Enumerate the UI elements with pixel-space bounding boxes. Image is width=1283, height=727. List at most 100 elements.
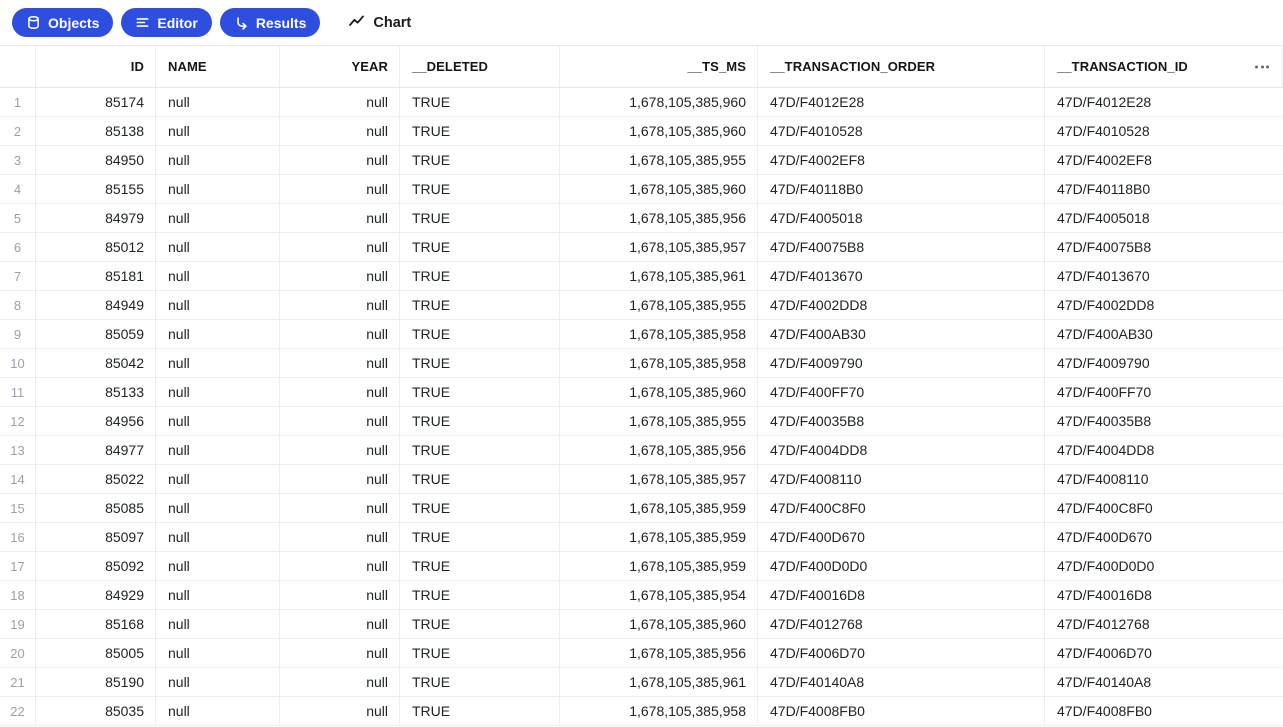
cell-name[interactable]: null: [156, 697, 280, 725]
row-number-cell[interactable]: 15: [0, 494, 36, 522]
cell-transaction_id[interactable]: 47D/F40140A8: [1057, 674, 1152, 690]
cell-ts_ms[interactable]: 1,678,105,385,957: [560, 465, 758, 493]
cell-deleted[interactable]: TRUE: [400, 88, 560, 116]
cell-deleted[interactable]: TRUE: [400, 581, 560, 609]
cell-transaction_id[interactable]: 47D/F4013670: [1057, 268, 1150, 284]
cell-name[interactable]: null: [156, 465, 280, 493]
cell-transaction_id[interactable]: 47D/F40035B8: [1057, 413, 1152, 429]
cell-name[interactable]: null: [156, 117, 280, 145]
cell-name[interactable]: null: [156, 610, 280, 638]
cell-deleted[interactable]: TRUE: [400, 262, 560, 290]
row-number-cell[interactable]: 2: [0, 117, 36, 145]
cell-transaction_id[interactable]: 47D/F400AB30: [1057, 326, 1153, 342]
column-header-id[interactable]: ID: [36, 46, 156, 87]
cell-transaction_order[interactable]: 47D/F4008FB0: [758, 697, 1045, 725]
cell-id[interactable]: 85059: [36, 320, 156, 348]
cell-transaction_id[interactable]: 47D/F4005018: [1057, 210, 1150, 226]
cell-year[interactable]: null: [280, 523, 400, 551]
row-number-cell[interactable]: 6: [0, 233, 36, 261]
cell-name[interactable]: null: [156, 668, 280, 696]
cell-ts_ms[interactable]: 1,678,105,385,955: [560, 146, 758, 174]
cell-transaction_order[interactable]: 47D/F40075B8: [758, 233, 1045, 261]
column-header-transaction_id[interactable]: __TRANSACTION_ID: [1045, 46, 1283, 87]
cell-year[interactable]: null: [280, 262, 400, 290]
cell-ts_ms[interactable]: 1,678,105,385,960: [560, 610, 758, 638]
cell-ts_ms[interactable]: 1,678,105,385,958: [560, 349, 758, 377]
cell-transaction_order[interactable]: 47D/F400D0D0: [758, 552, 1045, 580]
cell-ts_ms[interactable]: 1,678,105,385,958: [560, 697, 758, 725]
cell-ts_ms[interactable]: 1,678,105,385,959: [560, 494, 758, 522]
cell-ts_ms[interactable]: 1,678,105,385,956: [560, 639, 758, 667]
row-number-cell[interactable]: 11: [0, 378, 36, 406]
results-button[interactable]: Results: [219, 8, 321, 37]
cell-id[interactable]: 85174: [36, 88, 156, 116]
cell-transaction_order[interactable]: 47D/F4013670: [758, 262, 1045, 290]
cell-name[interactable]: null: [156, 552, 280, 580]
cell-deleted[interactable]: TRUE: [400, 552, 560, 580]
row-number-cell[interactable]: 19: [0, 610, 36, 638]
cell-deleted[interactable]: TRUE: [400, 610, 560, 638]
cell-transaction_order[interactable]: 47D/F400D670: [758, 523, 1045, 551]
row-number-cell[interactable]: 18: [0, 581, 36, 609]
cell-transaction_id[interactable]: 47D/F4004DD8: [1057, 442, 1155, 458]
ellipsis-menu-icon[interactable]: [1250, 60, 1274, 73]
cell-year[interactable]: null: [280, 668, 400, 696]
cell-ts_ms[interactable]: 1,678,105,385,960: [560, 117, 758, 145]
cell-transaction_id[interactable]: 47D/F40075B8: [1057, 239, 1152, 255]
cell-transaction_order[interactable]: 47D/F4009790: [758, 349, 1045, 377]
cell-transaction_order[interactable]: 47D/F4002EF8: [758, 146, 1045, 174]
cell-year[interactable]: null: [280, 407, 400, 435]
column-header-name[interactable]: NAME: [156, 46, 280, 87]
cell-transaction_id[interactable]: 47D/F40118B0: [1057, 181, 1151, 197]
cell-transaction_id[interactable]: 47D/F4008FB0: [1057, 703, 1152, 719]
cell-id[interactable]: 85133: [36, 378, 156, 406]
objects-button[interactable]: Objects: [12, 8, 114, 37]
cell-deleted[interactable]: TRUE: [400, 320, 560, 348]
cell-id[interactable]: 84977: [36, 436, 156, 464]
cell-transaction_id[interactable]: 47D/F400FF70: [1057, 384, 1152, 400]
cell-ts_ms[interactable]: 1,678,105,385,955: [560, 291, 758, 319]
row-number-cell[interactable]: 21: [0, 668, 36, 696]
cell-transaction_order[interactable]: 47D/F4002DD8: [758, 291, 1045, 319]
cell-year[interactable]: null: [280, 639, 400, 667]
cell-deleted[interactable]: TRUE: [400, 349, 560, 377]
row-number-cell[interactable]: 20: [0, 639, 36, 667]
cell-id[interactable]: 85012: [36, 233, 156, 261]
cell-name[interactable]: null: [156, 494, 280, 522]
cell-deleted[interactable]: TRUE: [400, 291, 560, 319]
cell-deleted[interactable]: TRUE: [400, 233, 560, 261]
cell-transaction_id[interactable]: 47D/F4012E28: [1057, 94, 1152, 110]
cell-deleted[interactable]: TRUE: [400, 407, 560, 435]
cell-transaction_order[interactable]: 47D/F40140A8: [758, 668, 1045, 696]
cell-id[interactable]: 85190: [36, 668, 156, 696]
cell-year[interactable]: null: [280, 697, 400, 725]
cell-id[interactable]: 84949: [36, 291, 156, 319]
cell-transaction_id[interactable]: 47D/F4010528: [1057, 123, 1150, 139]
cell-year[interactable]: null: [280, 552, 400, 580]
row-number-cell[interactable]: 5: [0, 204, 36, 232]
cell-name[interactable]: null: [156, 204, 280, 232]
cell-transaction_order[interactable]: 47D/F4010528: [758, 117, 1045, 145]
cell-ts_ms[interactable]: 1,678,105,385,954: [560, 581, 758, 609]
column-header-ts_ms[interactable]: __TS_MS: [560, 46, 758, 87]
cell-transaction_order[interactable]: 47D/F40035B8: [758, 407, 1045, 435]
cell-ts_ms[interactable]: 1,678,105,385,959: [560, 523, 758, 551]
cell-ts_ms[interactable]: 1,678,105,385,956: [560, 204, 758, 232]
cell-name[interactable]: null: [156, 407, 280, 435]
cell-transaction_order[interactable]: 47D/F400AB30: [758, 320, 1045, 348]
cell-name[interactable]: null: [156, 262, 280, 290]
cell-ts_ms[interactable]: 1,678,105,385,961: [560, 668, 758, 696]
cell-deleted[interactable]: TRUE: [400, 523, 560, 551]
cell-year[interactable]: null: [280, 204, 400, 232]
cell-transaction_id[interactable]: 47D/F400D0D0: [1057, 558, 1155, 574]
column-header-deleted[interactable]: __DELETED: [400, 46, 560, 87]
cell-year[interactable]: null: [280, 117, 400, 145]
cell-id[interactable]: 85155: [36, 175, 156, 203]
cell-transaction_id[interactable]: 47D/F4002EF8: [1057, 152, 1152, 168]
row-number-cell[interactable]: 4: [0, 175, 36, 203]
column-header-year[interactable]: YEAR: [280, 46, 400, 87]
row-number-cell[interactable]: 8: [0, 291, 36, 319]
cell-transaction_order[interactable]: 47D/F4006D70: [758, 639, 1045, 667]
cell-deleted[interactable]: TRUE: [400, 697, 560, 725]
row-number-cell[interactable]: 9: [0, 320, 36, 348]
